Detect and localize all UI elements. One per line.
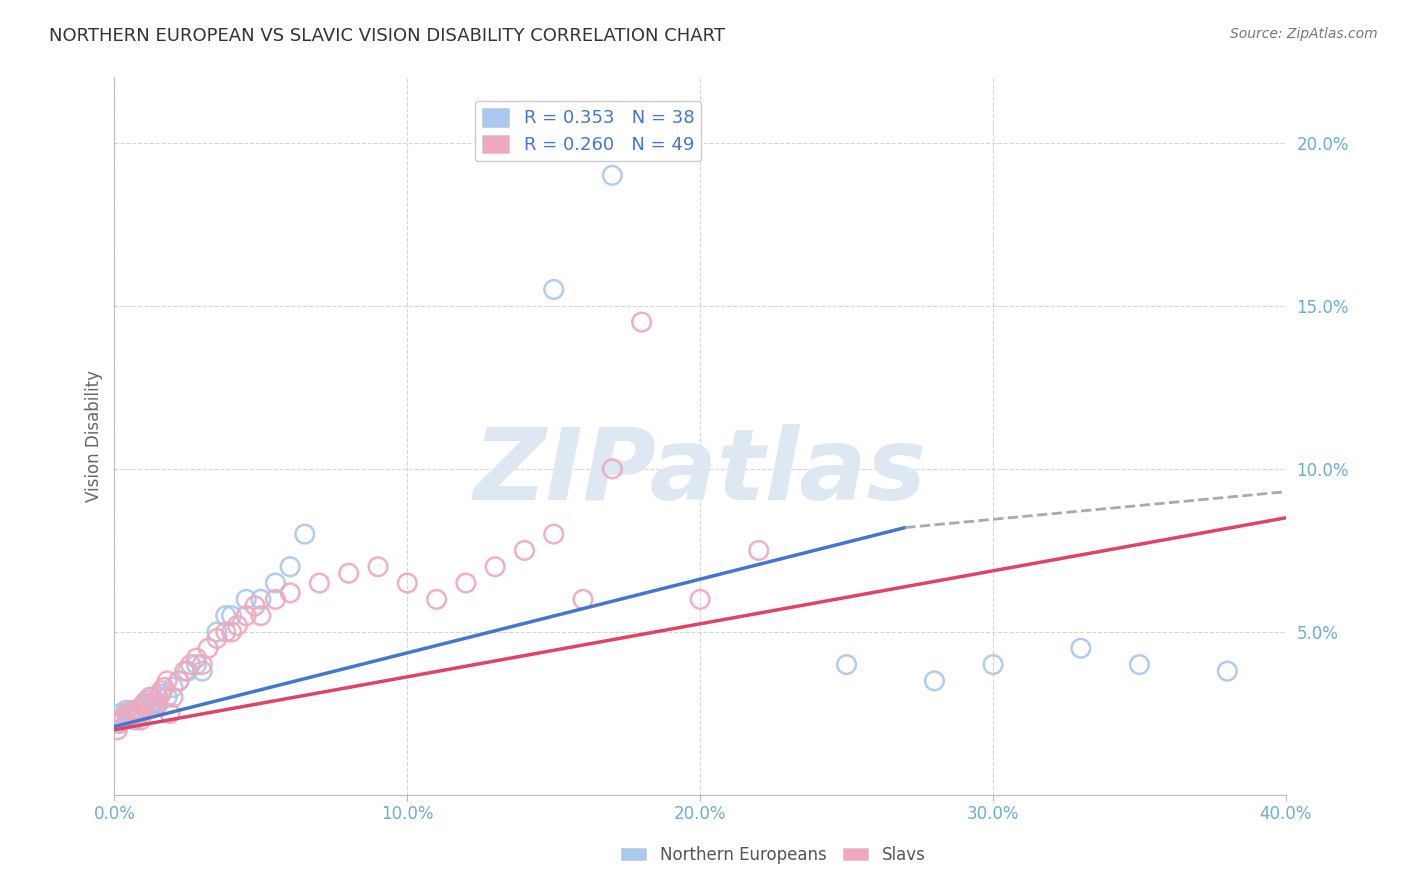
Point xyxy=(110,706,132,721)
Point xyxy=(105,716,128,731)
Point xyxy=(162,690,184,705)
Point xyxy=(513,543,536,558)
Point xyxy=(205,632,228,646)
Point xyxy=(150,683,173,698)
Point xyxy=(127,703,149,717)
Text: NORTHERN EUROPEAN VS SLAVIC VISION DISABILITY CORRELATION CHART: NORTHERN EUROPEAN VS SLAVIC VISION DISAB… xyxy=(49,27,725,45)
Point xyxy=(180,657,202,672)
Point xyxy=(127,710,149,724)
Point xyxy=(156,673,179,688)
Point xyxy=(250,592,273,607)
Point xyxy=(191,657,214,672)
Point xyxy=(145,700,167,714)
Point xyxy=(600,462,623,476)
Point xyxy=(235,608,257,623)
Text: Source: ZipAtlas.com: Source: ZipAtlas.com xyxy=(1230,27,1378,41)
Point xyxy=(543,527,565,541)
Point xyxy=(105,723,128,737)
Point xyxy=(124,713,146,727)
Point xyxy=(543,283,565,297)
Point xyxy=(205,624,228,639)
Point xyxy=(176,664,198,678)
Point xyxy=(294,527,316,541)
Point xyxy=(337,566,360,581)
Point xyxy=(132,697,155,711)
Point xyxy=(1216,664,1239,678)
Point xyxy=(186,657,208,672)
Point xyxy=(115,706,138,721)
Point xyxy=(156,690,179,705)
Y-axis label: Vision Disability: Vision Disability xyxy=(86,370,103,502)
Point xyxy=(835,657,858,672)
Point xyxy=(630,315,652,329)
Point xyxy=(264,576,287,591)
Point xyxy=(141,690,163,705)
Point xyxy=(148,697,170,711)
Point xyxy=(135,697,157,711)
Point xyxy=(159,706,181,721)
Point xyxy=(600,169,623,183)
Point xyxy=(148,690,170,705)
Point xyxy=(454,576,477,591)
Point xyxy=(981,657,1004,672)
Point xyxy=(173,664,195,678)
Point xyxy=(689,592,711,607)
Point xyxy=(153,681,176,695)
Point xyxy=(197,641,219,656)
Text: ZIPatlas: ZIPatlas xyxy=(474,424,927,521)
Point xyxy=(167,673,190,688)
Point xyxy=(115,703,138,717)
Point xyxy=(138,700,160,714)
Point xyxy=(150,687,173,701)
Point xyxy=(426,592,449,607)
Point xyxy=(215,624,238,639)
Legend: R = 0.353   N = 38, R = 0.260   N = 49: R = 0.353 N = 38, R = 0.260 N = 49 xyxy=(475,101,702,161)
Point xyxy=(243,599,266,613)
Point xyxy=(308,576,330,591)
Point xyxy=(118,710,141,724)
Point xyxy=(235,592,257,607)
Point xyxy=(278,586,301,600)
Point xyxy=(1128,657,1150,672)
Point xyxy=(484,559,506,574)
Point xyxy=(367,559,389,574)
Point xyxy=(110,716,132,731)
Point xyxy=(121,710,143,724)
Point xyxy=(129,706,152,721)
Point xyxy=(250,608,273,623)
Point xyxy=(162,681,184,695)
Point xyxy=(135,693,157,707)
Point xyxy=(121,703,143,717)
Point xyxy=(396,576,419,591)
Point xyxy=(132,700,155,714)
Point xyxy=(124,706,146,721)
Point xyxy=(145,693,167,707)
Point xyxy=(221,624,243,639)
Legend: Northern Europeans, Slavs: Northern Europeans, Slavs xyxy=(614,839,932,871)
Point xyxy=(138,690,160,705)
Point xyxy=(226,618,249,632)
Point xyxy=(112,710,135,724)
Point xyxy=(129,713,152,727)
Point xyxy=(215,608,238,623)
Point xyxy=(748,543,770,558)
Point xyxy=(264,592,287,607)
Point xyxy=(278,559,301,574)
Point xyxy=(112,713,135,727)
Point xyxy=(167,673,190,688)
Point xyxy=(221,608,243,623)
Point xyxy=(118,706,141,721)
Point xyxy=(141,697,163,711)
Point xyxy=(186,651,208,665)
Point xyxy=(924,673,946,688)
Point xyxy=(1070,641,1092,656)
Point xyxy=(572,592,595,607)
Point xyxy=(191,664,214,678)
